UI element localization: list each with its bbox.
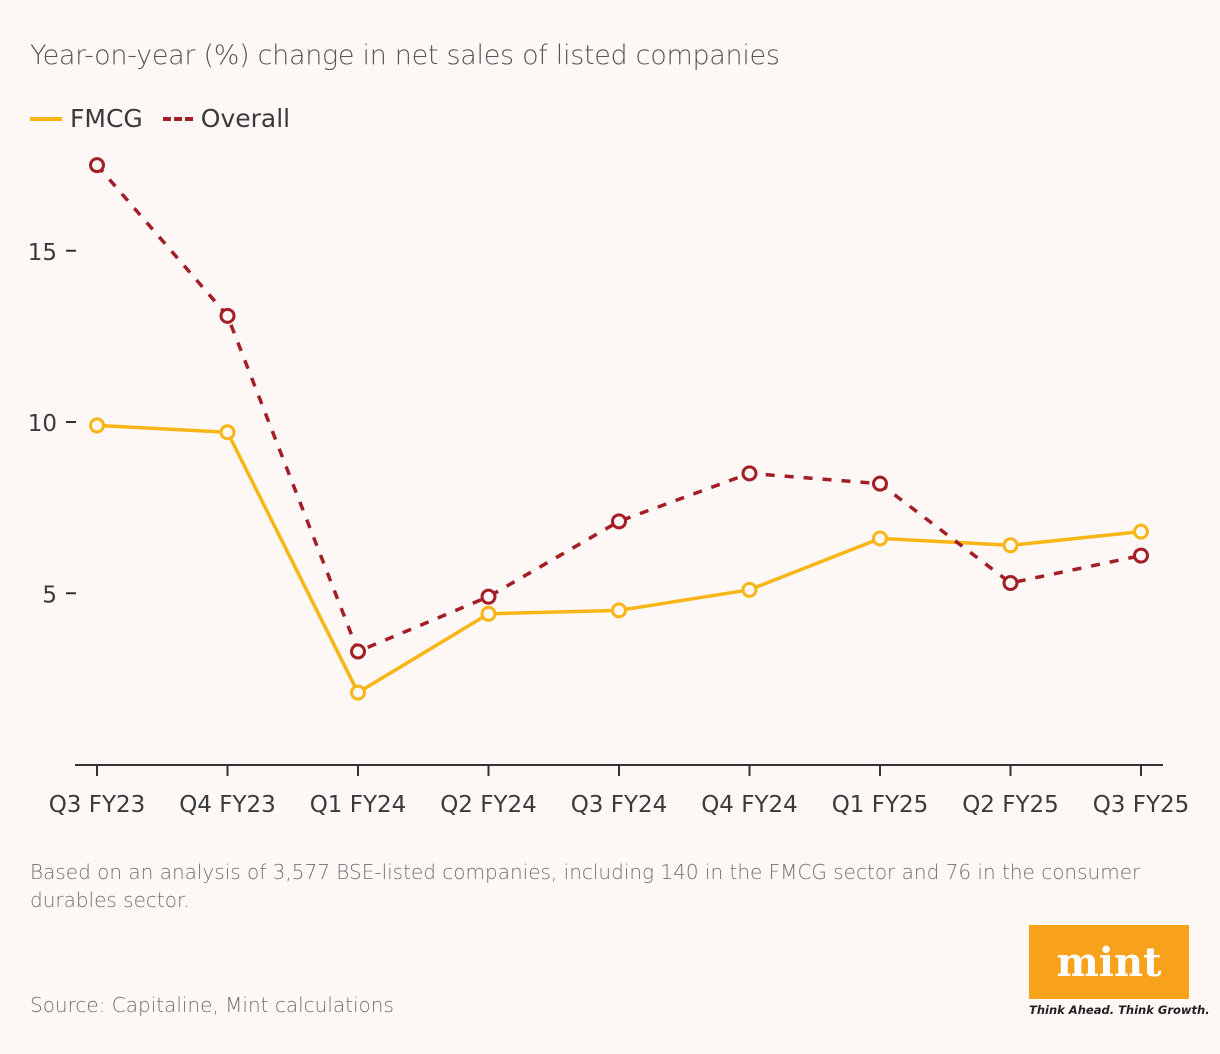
mint-logo: mint Think Ahead. Think Growth. [1029, 925, 1210, 1017]
legend-swatch-fmcg [30, 116, 62, 121]
series-line-overall [95, 163, 1142, 654]
source-note: Source: Capitaline, Mint calculations [30, 993, 394, 1017]
data-point-fmcg [741, 581, 758, 598]
legend-label-overall: Overall [200, 104, 291, 133]
footnote: Based on an analysis of 3,577 BSE-listed… [30, 860, 1141, 912]
data-point-overall [1002, 574, 1019, 591]
data-point-overall [611, 513, 627, 530]
y-tick-label: 15 [28, 240, 57, 266]
series-line-fmcg [96, 423, 1142, 695]
chart-title: Year-on-year (%) change in net sales of … [30, 40, 780, 71]
x-tick-label: Q4 FY24 [701, 792, 798, 818]
legend-item-fmcg: FMCG [30, 104, 143, 133]
x-tick-label: Q3 FY23 [49, 792, 146, 818]
data-point-fmcg [1002, 537, 1019, 554]
y-tick-label: 10 [28, 411, 57, 437]
data-point-fmcg [1133, 523, 1149, 540]
data-point-fmcg [480, 605, 497, 622]
data-point-fmcg [89, 417, 105, 434]
data-point-fmcg [219, 424, 236, 441]
line-chart: Q3 FY23 Q4 FY23 Q1 FY24 Q2 FY24 Q3 FY24 Q4 FY… [28, 157, 1190, 818]
data-point-overall [872, 475, 888, 492]
x-tick-label: Q1 FY25 [832, 792, 929, 818]
x-tick-label: Q2 FY25 [962, 792, 1059, 818]
legend-label-fmcg: FMCG [70, 104, 143, 133]
data-point-fmcg [872, 530, 888, 547]
data-point-overall [1133, 547, 1149, 564]
data-point-overall [480, 588, 497, 605]
data-point-fmcg [350, 684, 366, 701]
logo-tagline: Think Ahead. Think Growth. [1029, 1003, 1210, 1017]
x-tick-label: Q1 FY24 [310, 792, 407, 818]
data-point-overall [219, 307, 236, 324]
legend-swatch-overall [162, 116, 193, 121]
data-point-overall [350, 643, 366, 660]
logo-wordmark: mint [1029, 925, 1189, 999]
data-point-overall [741, 465, 758, 482]
x-tick-label: Q3 FY24 [571, 792, 668, 818]
x-tick-label: Q3 FY25 [1093, 792, 1190, 818]
x-tick-label: Q4 FY23 [179, 792, 276, 818]
data-point-overall [89, 157, 105, 174]
legend-item-overall: Overall [162, 104, 291, 133]
y-tick-label: 5 [42, 582, 57, 608]
chart-legend: FMCG Overall [30, 104, 290, 133]
x-tick-label: Q2 FY24 [440, 792, 537, 818]
data-point-fmcg [611, 602, 627, 619]
